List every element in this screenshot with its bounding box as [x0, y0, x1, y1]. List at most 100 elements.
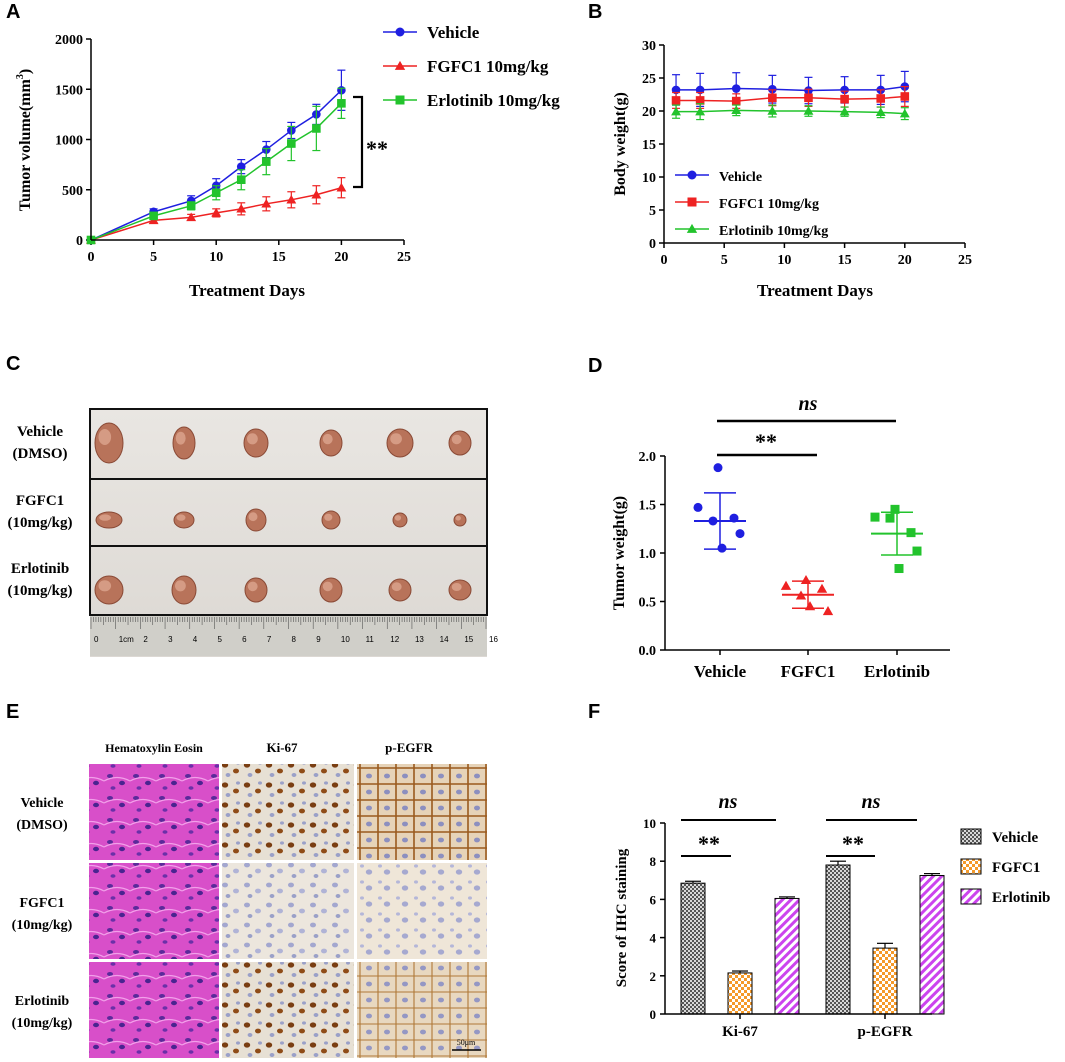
- y-tick-label: 1500: [55, 83, 83, 98]
- data-point: [840, 85, 849, 95]
- panel-letter-c: C: [6, 353, 20, 375]
- x-tick-label: 20: [334, 250, 348, 265]
- e-col-header-ki67: Ki-67: [266, 740, 298, 755]
- data-point: [870, 512, 880, 522]
- data-point: [731, 105, 742, 115]
- data-point: [735, 529, 745, 539]
- legend-label: Vehicle: [992, 830, 1038, 846]
- chart-d-sig-label-stars: **: [755, 429, 777, 454]
- data-point: [768, 93, 777, 103]
- legend-swatch: [960, 858, 982, 875]
- tumor: [319, 429, 343, 457]
- bar: [774, 897, 800, 1015]
- x-tick-label: Ki-67: [722, 1024, 758, 1040]
- ihc-image-erlotinib-pegfr: [357, 962, 487, 1058]
- data-point: [695, 96, 705, 105]
- data-point: [236, 203, 247, 213]
- y-tick-label: 500: [62, 184, 83, 199]
- chart-a-significance-bracket: [353, 95, 364, 189]
- tumor-highlight: [451, 583, 462, 591]
- data-point: [337, 99, 346, 108]
- ruler-label: 1cm: [119, 635, 134, 644]
- photo-row-frame-3: [89, 545, 488, 616]
- y-tick-label: 0: [649, 237, 656, 252]
- tumor: [448, 579, 472, 601]
- data-point: [804, 601, 816, 611]
- bar: [680, 882, 706, 1015]
- chart-a-ylabel-end: ): [17, 69, 34, 74]
- data-point: [795, 590, 807, 600]
- ruler-label: 9: [316, 635, 321, 644]
- data-point: [149, 211, 158, 221]
- chart-d-tumor-weight: 0.0 0.5 1.0 1.5 2.0 Vehicle FGFC1 Erlotinib Tum…: [611, 393, 950, 681]
- tumor-highlight: [322, 581, 333, 592]
- tumor: [392, 512, 408, 528]
- tumor-highlight: [455, 515, 461, 521]
- data-point: [186, 201, 196, 211]
- data-point: [261, 198, 272, 208]
- row-label-sub: (DMSO): [16, 818, 68, 833]
- ihc-image-fgfc1-ki67: [222, 863, 354, 959]
- row-label: Vehicle: [17, 424, 63, 440]
- data-point: [186, 212, 197, 222]
- e-col-header-he: Hematoxylin Eosin: [105, 741, 203, 755]
- ihc-image-fgfc1-he: [89, 863, 219, 959]
- chart-f-sig-label-ki67-stars: **: [698, 831, 720, 856]
- data-point: [780, 580, 792, 590]
- legend-label: Vehicle: [427, 23, 480, 42]
- x-tick-label: Erlotinib: [864, 662, 930, 681]
- tumor: [172, 426, 196, 460]
- tumor-highlight: [324, 513, 333, 521]
- row-label-sub: (10mg/kg): [12, 918, 73, 933]
- legend-label: Vehicle: [719, 170, 762, 185]
- chart-f-sig-label-ki67-ns: ns: [719, 791, 738, 813]
- x-tick-label: Vehicle: [694, 662, 747, 681]
- data-point: [731, 96, 741, 106]
- tumor-highlight: [98, 580, 112, 592]
- data-point: [717, 543, 727, 553]
- x-tick-label: 5: [150, 250, 157, 265]
- x-tick-label: 5: [721, 253, 728, 268]
- data-point: [693, 502, 703, 512]
- tumor: [321, 510, 341, 530]
- ruler-label: 14: [440, 635, 449, 644]
- row-label-sub: (10mg/kg): [8, 515, 73, 531]
- panel-letter-d: D: [588, 355, 602, 377]
- chart-d-ylabel: Tumor weight(g): [611, 496, 628, 610]
- x-tick-label: 0: [88, 250, 95, 265]
- ruler-label: 15: [464, 635, 473, 644]
- y-tick-label: 30: [642, 39, 656, 54]
- bar: [919, 875, 945, 1015]
- data-point: [729, 513, 739, 523]
- data-point: [312, 124, 321, 133]
- chart-a-ylabel-sup: 3: [15, 74, 26, 79]
- data-point: [731, 84, 741, 93]
- data-point: [804, 93, 813, 103]
- chart-f-ylabel: Score of IHC staining: [614, 848, 630, 987]
- y-tick-label: 20: [642, 105, 656, 120]
- ruler-label: 8: [292, 635, 297, 644]
- ruler-label: 4: [193, 635, 198, 644]
- data-point: [839, 106, 850, 116]
- ruler-label: 11: [366, 635, 375, 644]
- y-tick-label: 4: [650, 931, 657, 946]
- chart-a-ylabel-main: Tumor volume(mm: [17, 78, 34, 211]
- ihc-image-vehicle-ki67: [222, 764, 354, 860]
- x-tick-label: FGFC1: [781, 662, 836, 681]
- data-point: [236, 175, 246, 184]
- y-tick-label: 5: [649, 204, 656, 219]
- scale-bar-label: 50μm: [457, 1038, 476, 1047]
- series-line-2: [676, 109, 905, 115]
- y-tick-label: 2.0: [639, 450, 657, 465]
- data-point: [840, 94, 849, 104]
- chart-a-ylabel: Tumor volume(mm3): [15, 69, 34, 211]
- x-tick-label: p-EGFR: [857, 1024, 912, 1040]
- panel-letter-b: B: [588, 1, 602, 23]
- ruler-label: 3: [168, 635, 173, 644]
- data-point: [912, 546, 922, 556]
- y-tick-label: 1000: [55, 134, 83, 149]
- legend-label: FGFC1: [992, 860, 1040, 876]
- chart-a-tumor-volume: 0 5 10 15 20 25 0 500 1000 1500 2000 Vehicle FGFC1 …: [15, 23, 560, 300]
- tumor: [171, 575, 197, 605]
- x-tick-label: 15: [838, 253, 852, 268]
